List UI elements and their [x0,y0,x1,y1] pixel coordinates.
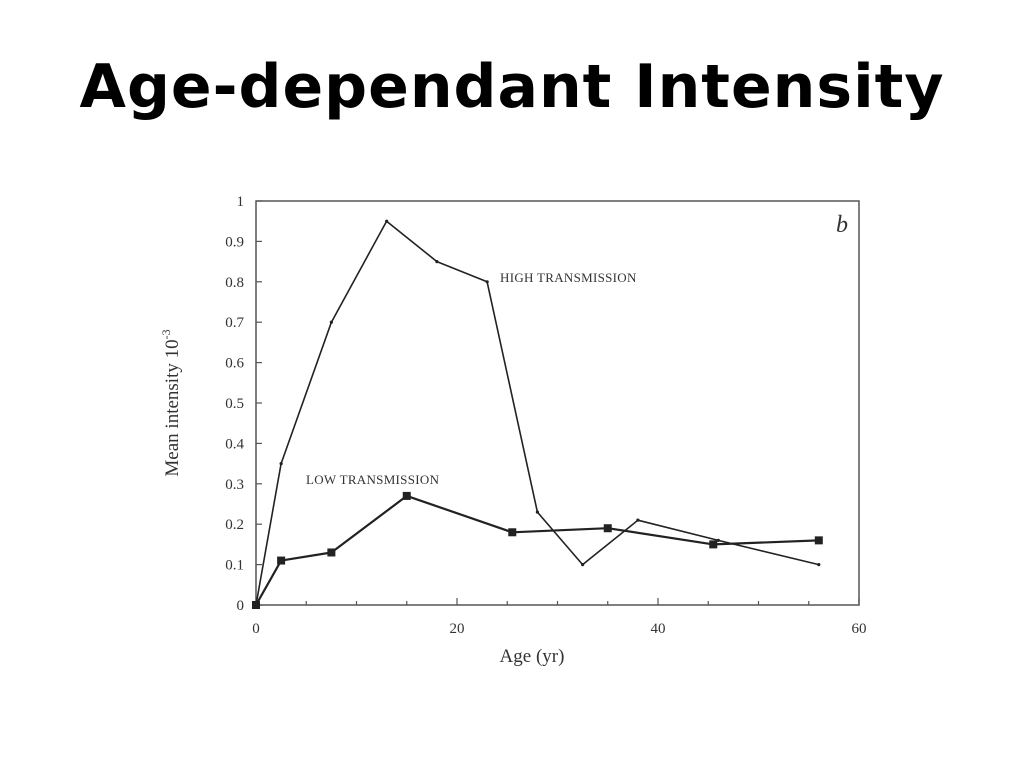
panel-label: b [836,212,848,238]
data-point-high-transmission [817,563,821,567]
y-tick-label: 0.5 [225,396,244,412]
x-tick-label: 40 [651,621,666,637]
x-tick-label: 60 [852,621,867,637]
data-point-low-transmission [508,528,517,537]
y-tick-label: 0.4 [225,436,244,452]
y-axis-label: Mean intensity 10-3 [159,329,183,476]
y-tick-label: 0.9 [225,234,244,250]
series-label-low-transmission: LOW TRANSMISSION [306,472,440,487]
data-point-low-transmission [252,601,260,609]
series-line-low-transmission [255,494,819,606]
y-tick-label: 0.6 [225,356,244,372]
y-axis-label-text: Mean intensity 10 [162,339,183,476]
data-point-low-transmission [402,491,411,500]
data-point-high-transmission [485,280,489,284]
data-point-high-transmission [385,219,389,223]
y-axis: 0 0.1 0.2 0.3 0.4 0.5 0.6 0.7 0.8 0.9 1 [225,194,262,614]
y-tick-label: 0.3 [225,477,244,493]
data-point-low-transmission [709,540,718,549]
slide-title: Age-dependant Intensity [79,52,945,122]
plot-frame [255,200,860,606]
y-tick-label: 0.2 [225,517,244,533]
x-axis: 0 20 40 60 [252,598,867,637]
x-tick-label: 0 [252,621,260,637]
data-point-low-transmission [603,524,612,533]
data-point-high-transmission [581,563,585,567]
y-tick-label: 0 [237,598,245,614]
data-point-low-transmission [814,536,823,545]
data-point-high-transmission [716,538,720,542]
series-group [252,219,823,609]
data-point-high-transmission [329,320,333,324]
data-point-low-transmission [327,548,336,557]
y-axis-label-exponent: -3 [159,329,173,339]
data-point-high-transmission [535,510,540,514]
series-label-high-transmission: HIGH TRANSMISSION [500,270,637,285]
x-tick-label: 20 [450,621,465,637]
data-point-low-transmission [277,556,286,565]
data-point-high-transmission [636,518,640,522]
x-axis-label: Age (yr) [500,646,565,667]
y-tick-label: 0.8 [225,275,244,291]
y-tick-label: 0.7 [225,315,244,331]
data-point-high-transmission [279,462,283,466]
data-point-high-transmission [435,260,439,264]
y-tick-label: 1 [237,194,245,210]
y-tick-label: 0.1 [225,558,244,574]
